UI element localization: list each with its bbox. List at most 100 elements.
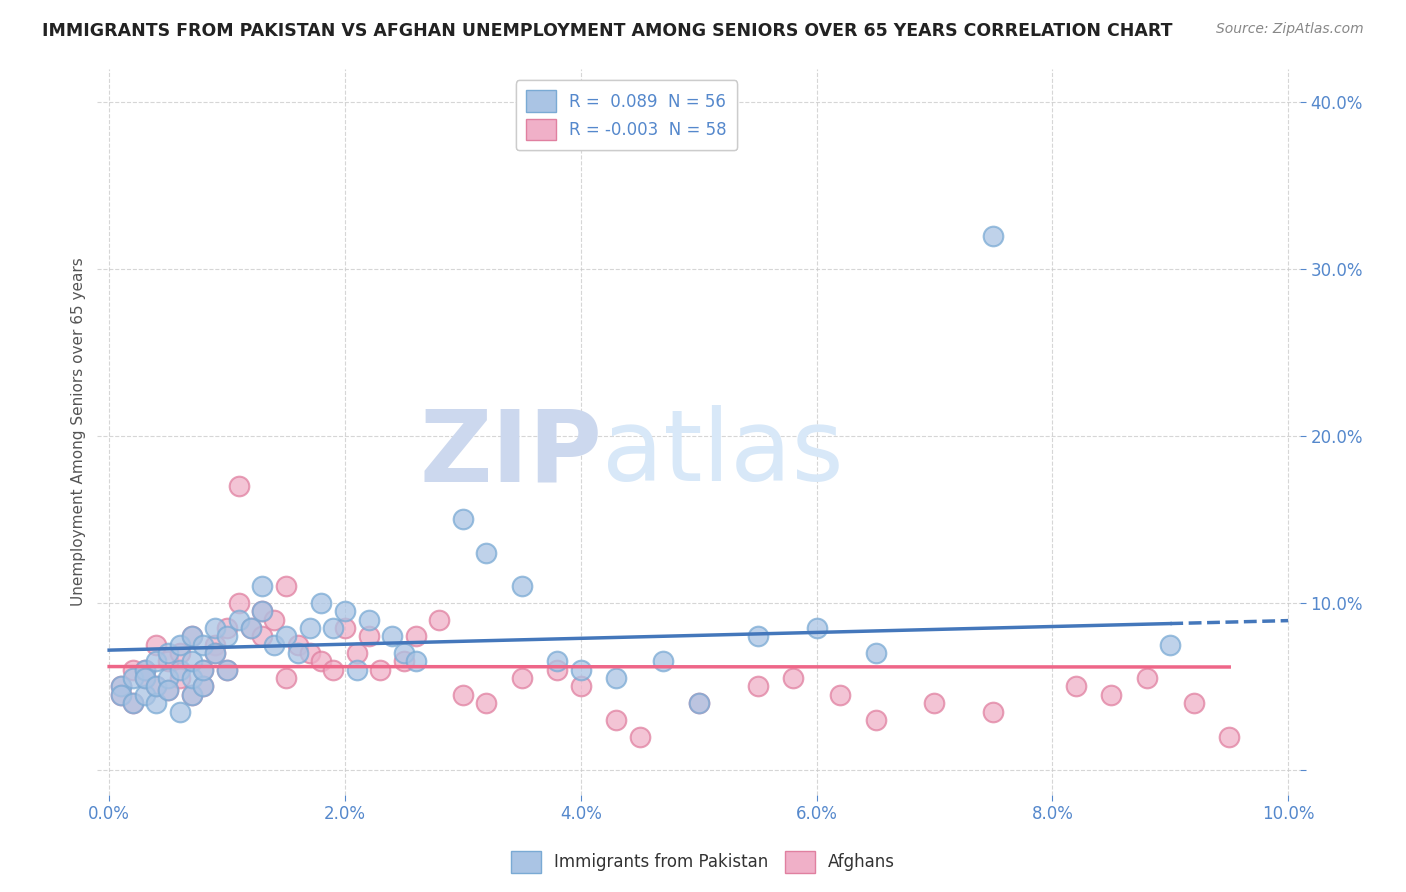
Point xyxy=(193,680,215,694)
Text: atlas: atlas xyxy=(602,405,844,502)
Point xyxy=(924,696,946,710)
Point xyxy=(180,629,202,643)
Point xyxy=(121,696,143,710)
Point xyxy=(157,671,180,685)
Text: Source: ZipAtlas.com: Source: ZipAtlas.com xyxy=(1216,22,1364,37)
Legend: R =  0.089  N = 56, R = -0.003  N = 58: R = 0.089 N = 56, R = -0.003 N = 58 xyxy=(516,80,737,150)
Point xyxy=(180,655,202,669)
Point xyxy=(121,696,143,710)
Point xyxy=(569,663,592,677)
Point xyxy=(215,621,238,635)
Point xyxy=(134,663,156,677)
Point xyxy=(983,228,1005,243)
Point xyxy=(346,646,368,660)
Point xyxy=(628,730,651,744)
Point xyxy=(228,596,250,610)
Point xyxy=(145,655,167,669)
Point xyxy=(688,696,710,710)
Point xyxy=(605,671,627,685)
Point xyxy=(239,621,262,635)
Point xyxy=(298,621,321,635)
Point xyxy=(747,629,769,643)
Point xyxy=(204,646,226,660)
Point xyxy=(333,604,356,618)
Point xyxy=(865,713,887,727)
Point xyxy=(333,621,356,635)
Point xyxy=(357,629,380,643)
Point xyxy=(475,546,498,560)
Point xyxy=(405,629,427,643)
Point xyxy=(287,638,309,652)
Point xyxy=(239,621,262,635)
Point xyxy=(1099,688,1122,702)
Point xyxy=(427,613,450,627)
Point xyxy=(134,663,156,677)
Point xyxy=(368,663,391,677)
Point xyxy=(169,671,191,685)
Point xyxy=(274,671,297,685)
Text: ZIP: ZIP xyxy=(419,405,602,502)
Point xyxy=(204,621,226,635)
Point xyxy=(274,629,297,643)
Point xyxy=(193,638,215,652)
Point xyxy=(311,596,333,610)
Point xyxy=(346,663,368,677)
Point xyxy=(215,629,238,643)
Point xyxy=(322,621,344,635)
Point xyxy=(134,671,156,685)
Point xyxy=(193,663,215,677)
Point xyxy=(215,663,238,677)
Point xyxy=(169,646,191,660)
Point xyxy=(180,671,202,685)
Point xyxy=(228,479,250,493)
Point xyxy=(110,688,132,702)
Point xyxy=(688,696,710,710)
Point xyxy=(311,655,333,669)
Point xyxy=(121,671,143,685)
Point xyxy=(169,705,191,719)
Point xyxy=(1218,730,1240,744)
Point xyxy=(110,688,132,702)
Point xyxy=(274,579,297,593)
Point xyxy=(263,613,285,627)
Point xyxy=(983,705,1005,719)
Point xyxy=(145,696,167,710)
Point xyxy=(806,621,828,635)
Point xyxy=(169,638,191,652)
Point xyxy=(193,663,215,677)
Point xyxy=(157,682,180,697)
Text: IMMIGRANTS FROM PAKISTAN VS AFGHAN UNEMPLOYMENT AMONG SENIORS OVER 65 YEARS CORR: IMMIGRANTS FROM PAKISTAN VS AFGHAN UNEMP… xyxy=(42,22,1173,40)
Point xyxy=(605,713,627,727)
Point xyxy=(747,680,769,694)
Point xyxy=(392,655,415,669)
Point xyxy=(134,671,156,685)
Point xyxy=(157,682,180,697)
Point xyxy=(157,646,180,660)
Point xyxy=(204,646,226,660)
Point xyxy=(145,638,167,652)
Point xyxy=(298,646,321,660)
Point xyxy=(180,688,202,702)
Point xyxy=(1159,638,1181,652)
Y-axis label: Unemployment Among Seniors over 65 years: Unemployment Among Seniors over 65 years xyxy=(72,258,86,607)
Point xyxy=(1136,671,1159,685)
Point xyxy=(405,655,427,669)
Point xyxy=(263,638,285,652)
Point xyxy=(110,680,132,694)
Point xyxy=(204,638,226,652)
Point xyxy=(145,680,167,694)
Point xyxy=(252,629,274,643)
Point xyxy=(287,646,309,660)
Point xyxy=(381,629,404,643)
Point xyxy=(134,688,156,702)
Point xyxy=(782,671,804,685)
Point xyxy=(180,688,202,702)
Point xyxy=(252,604,274,618)
Point xyxy=(193,680,215,694)
Point xyxy=(322,663,344,677)
Point xyxy=(1064,680,1087,694)
Point xyxy=(865,646,887,660)
Legend: Immigrants from Pakistan, Afghans: Immigrants from Pakistan, Afghans xyxy=(503,845,903,880)
Point xyxy=(215,663,238,677)
Point xyxy=(569,680,592,694)
